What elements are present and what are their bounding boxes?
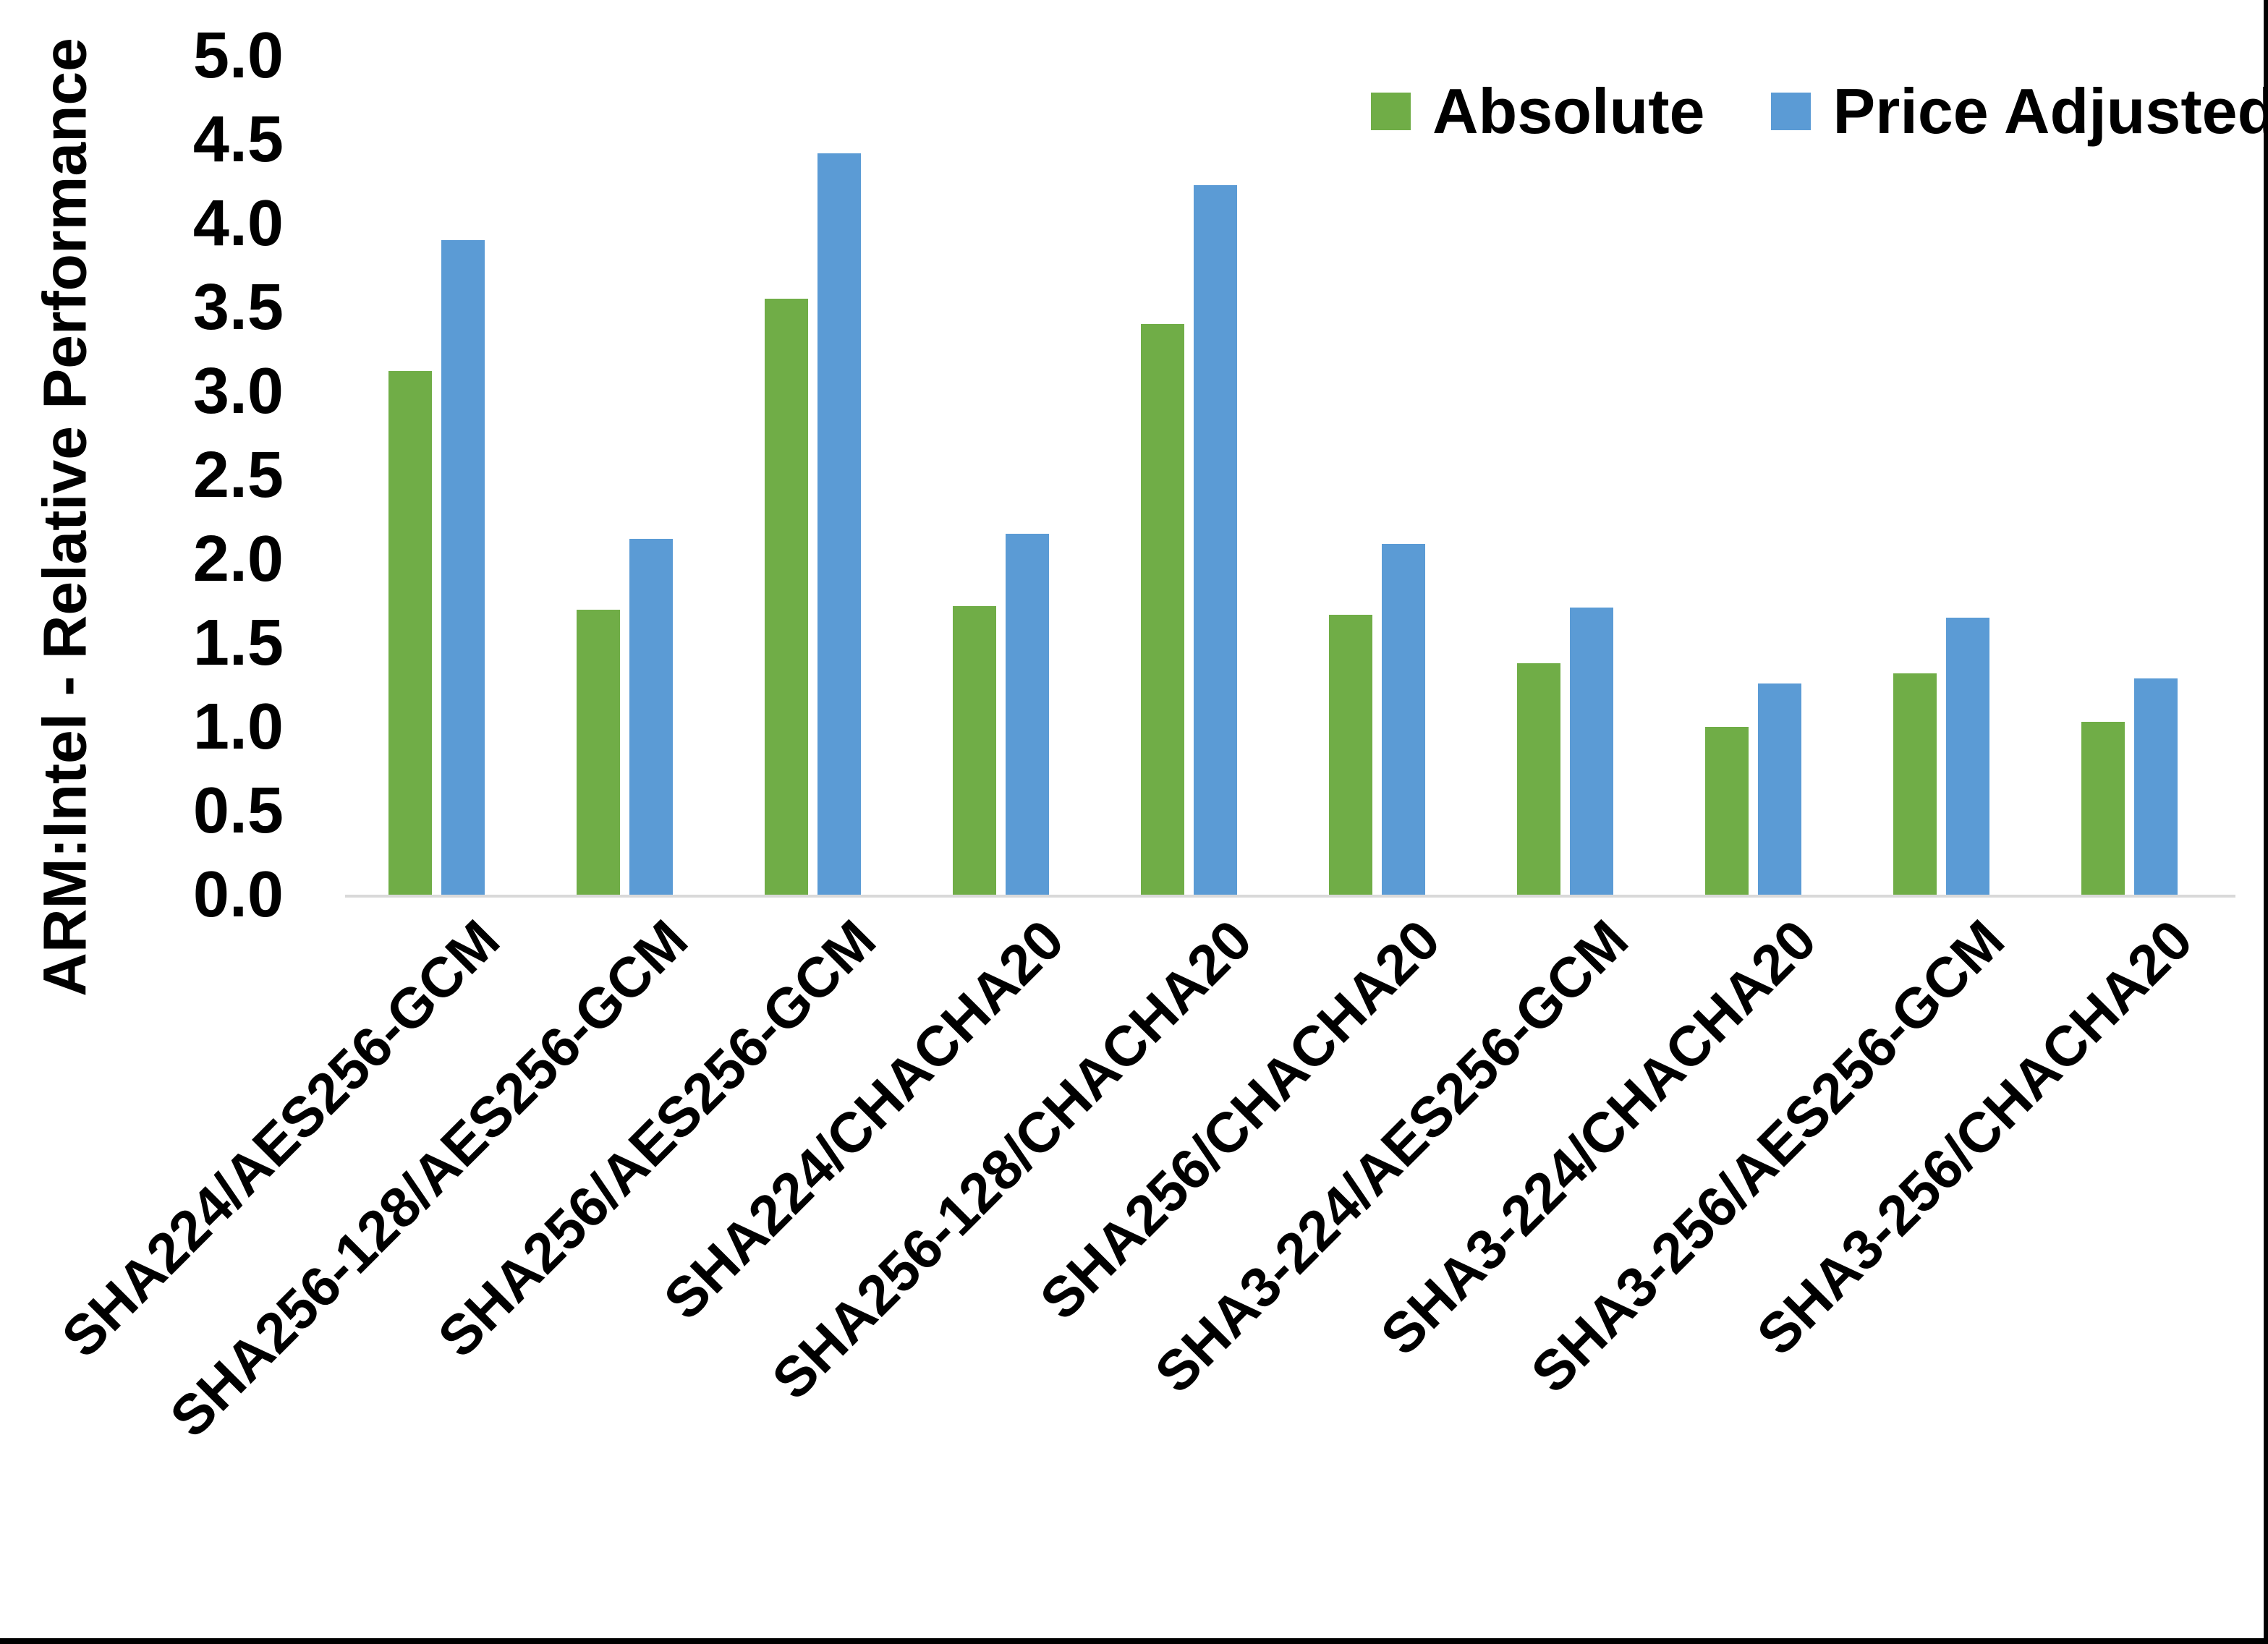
- frame-border-bottom: [0, 1638, 2268, 1644]
- bar-absolute: [1329, 615, 1372, 895]
- y-tick-label: 3.0: [192, 355, 284, 427]
- y-axis-title: ARM:Intel - Relative Performance: [30, 38, 99, 997]
- legend: Absolute Price Adjusted: [1371, 74, 2268, 148]
- bar-price-adjusted: [1946, 618, 1989, 895]
- bar-price-adjusted: [2134, 678, 2178, 895]
- bar-price-adjusted: [441, 240, 485, 895]
- frame-border-right: [2264, 0, 2268, 1644]
- legend-swatch: [1771, 93, 1812, 130]
- bar-absolute: [953, 606, 996, 895]
- legend-label: Absolute: [1432, 75, 1705, 147]
- bar-absolute: [2081, 722, 2125, 895]
- legend-label: Price Adjusted: [1832, 75, 2268, 147]
- bar-price-adjusted: [1758, 683, 1801, 895]
- bar-price-adjusted: [1006, 534, 1049, 895]
- y-tick-label: 5.0: [192, 20, 284, 92]
- bar-absolute: [1141, 324, 1184, 895]
- legend-item: Price Adjusted: [1771, 74, 2268, 148]
- bar-price-adjusted: [1194, 185, 1237, 895]
- bar-price-adjusted: [1570, 608, 1613, 895]
- bar-price-adjusted: [1382, 544, 1425, 895]
- y-tick-label: 4.5: [192, 103, 284, 176]
- y-tick-label: 3.5: [192, 271, 284, 344]
- bar-absolute: [1517, 663, 1560, 895]
- bar-price-adjusted: [817, 153, 861, 895]
- y-tick-label: 4.0: [192, 187, 284, 260]
- y-tick-label: 0.0: [192, 859, 284, 931]
- bar-absolute: [1893, 673, 1937, 895]
- legend-swatch: [1371, 93, 1411, 130]
- y-tick-label: 1.5: [192, 607, 284, 679]
- legend-item: Absolute: [1371, 74, 1704, 148]
- bar-absolute: [1705, 727, 1749, 895]
- bar-absolute: [388, 371, 432, 895]
- bar-absolute: [765, 299, 808, 895]
- y-tick-label: 2.5: [192, 439, 284, 511]
- bar-price-adjusted: [629, 539, 673, 895]
- y-tick-label: 1.0: [192, 691, 284, 763]
- y-tick-label: 2.0: [192, 523, 284, 595]
- bar-absolute: [577, 610, 620, 895]
- plot-area: [345, 56, 2235, 898]
- y-tick-label: 0.5: [192, 775, 284, 847]
